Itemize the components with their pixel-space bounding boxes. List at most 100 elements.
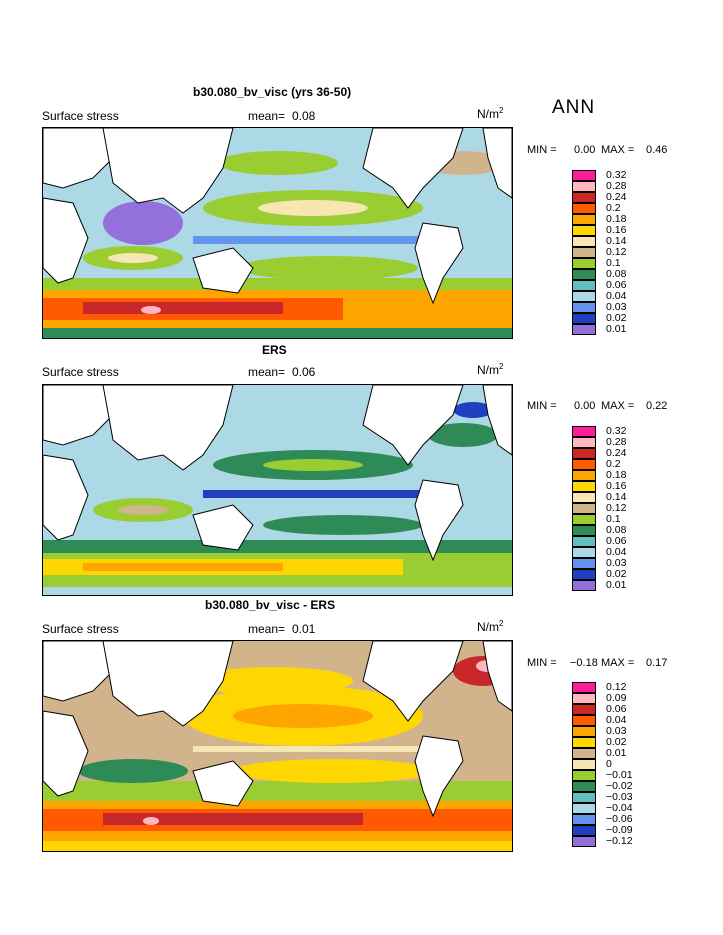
legend-swatch — [572, 492, 596, 503]
panel-title: b30.080_bv_visc - ERS — [205, 598, 336, 612]
legend-swatch — [572, 514, 596, 525]
legend-swatch — [572, 181, 596, 192]
legend-swatch — [572, 704, 596, 715]
legend-swatch — [572, 781, 596, 792]
legend-swatch — [572, 536, 596, 547]
min-value: 0.00 — [574, 400, 596, 412]
units-label: N/m2 — [477, 619, 504, 634]
map-surface-stress-model — [42, 127, 513, 339]
mean-label: mean= — [248, 109, 286, 123]
map-image — [43, 641, 512, 851]
legend-swatch — [572, 247, 596, 258]
map-image — [43, 385, 512, 595]
legend-level-label: 0.04 — [606, 714, 627, 726]
legend-level-label: 0.16 — [606, 224, 627, 236]
legend-swatch — [572, 569, 596, 580]
legend-swatch — [572, 715, 596, 726]
legend-level-label: 0.14 — [606, 491, 627, 503]
legend-level-label: 0.04 — [606, 290, 627, 302]
legend-level-label: 0.03 — [606, 557, 627, 569]
legend-swatch — [572, 770, 596, 781]
panel-title: ERS — [262, 343, 287, 357]
max-value: 0.46 — [646, 144, 668, 156]
legend-swatch — [572, 324, 596, 335]
field-label: Surface stress — [42, 622, 119, 636]
legend-swatch — [572, 470, 596, 481]
min-label: MIN = — [527, 657, 557, 669]
map-surface-stress-ers — [42, 384, 513, 596]
legend-swatch — [572, 825, 596, 836]
legend-swatch — [572, 481, 596, 492]
min-label: MIN = — [527, 144, 557, 156]
legend-level-label: −0.02 — [606, 780, 633, 792]
legend-level-label: 0.02 — [606, 568, 627, 580]
legend-level-label: 0.32 — [606, 425, 627, 437]
legend-level-label: 0.1 — [606, 257, 621, 269]
legend-swatch — [572, 448, 596, 459]
legend-swatch — [572, 726, 596, 737]
field-label: Surface stress — [42, 365, 119, 379]
legend-swatch — [572, 792, 596, 803]
units-label: N/m2 — [477, 106, 504, 121]
legend-level-label: −0.09 — [606, 824, 633, 836]
legend-swatch — [572, 225, 596, 236]
legend-swatch — [572, 503, 596, 514]
max-label: MAX = — [601, 400, 635, 412]
legend-level-label: 0.02 — [606, 736, 627, 748]
legend-swatch — [572, 291, 596, 302]
legend-swatch — [572, 525, 596, 536]
color-legend: 0.12 0.09 0.06 0.04 0.03 0.02 0.01 0 −0.01 −0.02−… — [572, 682, 652, 847]
color-legend: 0.32 0.28 0.24 0.2 0.18 0.16 0.14 0.12 0.1 0.08 0.… — [572, 426, 652, 591]
legend-swatch — [572, 192, 596, 203]
legend-swatch — [572, 236, 596, 247]
legend-swatch — [572, 737, 596, 748]
units-label: N/m2 — [477, 362, 504, 377]
color-legend: 0.32 0.28 0.24 0.2 0.18 0.16 0.14 0.12 0.1 0.08 0.… — [572, 170, 652, 335]
legend-swatch — [572, 459, 596, 470]
legend-level-label: 0.12 — [606, 246, 627, 258]
legend-level-label: 0.04 — [606, 546, 627, 558]
min-label: MIN = — [527, 400, 557, 412]
legend-level-label: 0.06 — [606, 703, 627, 715]
legend-level-label: 0.08 — [606, 268, 627, 280]
legend-swatch — [572, 170, 596, 181]
legend-level-label: 0.16 — [606, 480, 627, 492]
legend-level-label: 0.2 — [606, 458, 621, 470]
legend-level-label: −0.06 — [606, 813, 633, 825]
legend-level-label: 0.24 — [606, 191, 627, 203]
legend-level-label: 0.01 — [606, 579, 627, 591]
legend-swatch — [572, 426, 596, 437]
legend-level-label: 0.12 — [606, 502, 627, 514]
max-label: MAX = — [601, 657, 635, 669]
legend-level-label: 0.06 — [606, 535, 627, 547]
legend-swatch — [572, 759, 596, 770]
legend-level-label: 0.18 — [606, 213, 627, 225]
legend-swatch — [572, 814, 596, 825]
legend-swatch — [572, 258, 596, 269]
legend-level-label: 0.28 — [606, 180, 627, 192]
field-label: Surface stress — [42, 109, 119, 123]
legend-level-label: −0.12 — [606, 835, 633, 847]
legend-level-label: −0.03 — [606, 791, 633, 803]
map-surface-stress-difference — [42, 640, 513, 852]
legend-swatch — [572, 302, 596, 313]
mean-value: 0.06 — [292, 365, 316, 379]
legend-level-label: 0.08 — [606, 524, 627, 536]
min-value: −0.18 — [570, 657, 598, 669]
mean-label: mean= — [248, 622, 286, 636]
legend-level-label: −0.04 — [606, 802, 633, 814]
legend-swatch — [572, 269, 596, 280]
legend-swatch — [572, 280, 596, 291]
legend-swatch — [572, 803, 596, 814]
legend-level-label: 0.24 — [606, 447, 627, 459]
legend-level-label: 0.18 — [606, 469, 627, 481]
legend-level-label: 0.12 — [606, 681, 627, 693]
season-label: ANN — [552, 97, 596, 118]
legend-level-label: 0.01 — [606, 747, 627, 759]
legend-level-label: 0 — [606, 758, 612, 770]
legend-level-label: 0.03 — [606, 725, 627, 737]
legend-swatch — [572, 580, 596, 591]
min-value: 0.00 — [574, 144, 596, 156]
legend-swatch — [572, 836, 596, 847]
mean-value: 0.08 — [292, 109, 316, 123]
